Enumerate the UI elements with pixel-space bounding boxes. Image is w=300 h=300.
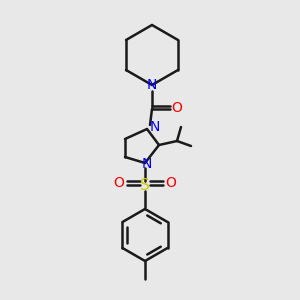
Text: N: N	[142, 157, 152, 171]
Text: O: O	[166, 176, 176, 190]
Text: O: O	[172, 101, 182, 115]
Text: O: O	[114, 176, 124, 190]
Text: N: N	[147, 78, 157, 92]
Text: S: S	[140, 178, 150, 193]
Text: N: N	[150, 120, 160, 134]
